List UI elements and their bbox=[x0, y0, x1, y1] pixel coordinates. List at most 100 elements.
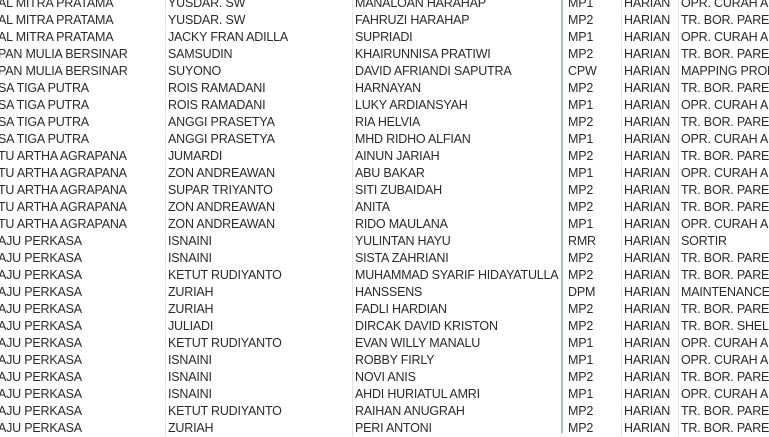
supervisor-cell[interactable]: ZURIAH bbox=[166, 420, 353, 436]
code-cell[interactable]: MP2 bbox=[564, 199, 622, 215]
supervisor-cell[interactable]: ROIS RAMADANI bbox=[166, 97, 353, 113]
position-cell[interactable]: OPR. CURAH AI bbox=[681, 217, 769, 231]
employee-name-cell[interactable]: MHD RIDHO ALFIAN bbox=[353, 131, 562, 147]
company-cell[interactable]: SA TIGA PUTRA bbox=[0, 80, 166, 96]
type-cell[interactable]: HARIAN bbox=[622, 267, 679, 283]
supervisor-cell[interactable]: ZON ANDREAWAN bbox=[166, 216, 353, 232]
company-cell[interactable]: AJU PERKASA bbox=[0, 420, 166, 436]
frozen-column-divider[interactable] bbox=[561, 0, 563, 433]
employee-name-cell[interactable]: HANSSENS bbox=[353, 284, 562, 300]
type-cell[interactable]: HARIAN bbox=[622, 420, 679, 436]
company-cell[interactable]: AJU PERKASA bbox=[0, 352, 166, 368]
company-cell[interactable]: AL MITRA PRATAMA bbox=[0, 0, 166, 11]
employee-name-cell[interactable]: NOVI ANIS bbox=[353, 369, 562, 385]
supervisor-cell[interactable]: SAMSUDIN bbox=[166, 46, 353, 62]
type-cell[interactable]: HARIAN bbox=[622, 301, 679, 317]
company-cell[interactable]: AJU PERKASA bbox=[0, 267, 166, 283]
position-cell[interactable]: TR. BOR. PAREF bbox=[681, 13, 769, 27]
type-cell[interactable]: HARIAN bbox=[622, 182, 679, 198]
supervisor-cell[interactable]: SUYONO bbox=[166, 63, 353, 79]
employee-name-cell[interactable]: RAIHAN ANUGRAH bbox=[353, 403, 562, 419]
position-cell[interactable]: OPR. CURAH AI bbox=[681, 166, 769, 180]
type-cell[interactable]: HARIAN bbox=[622, 114, 679, 130]
code-cell[interactable]: MP1 bbox=[564, 0, 622, 11]
supervisor-cell[interactable]: ZURIAH bbox=[166, 284, 353, 300]
code-cell[interactable]: DPM bbox=[564, 284, 622, 300]
code-cell[interactable]: MP1 bbox=[564, 352, 622, 368]
supervisor-cell[interactable]: ISNAINI bbox=[166, 233, 353, 249]
company-cell[interactable]: AJU PERKASA bbox=[0, 284, 166, 300]
company-cell[interactable]: SA TIGA PUTRA bbox=[0, 114, 166, 130]
supervisor-cell[interactable]: SUPAR TRIYANTO bbox=[166, 182, 353, 198]
position-cell[interactable]: OPR. CURAH AI bbox=[681, 353, 769, 367]
employee-name-cell[interactable]: DIRCAK DAVID KRISTON bbox=[353, 318, 562, 334]
company-cell[interactable]: PAN MULIA BERSINAR bbox=[0, 46, 166, 62]
company-cell[interactable]: TU ARTHA AGRAPANA bbox=[0, 148, 166, 164]
code-cell[interactable]: MP2 bbox=[564, 403, 622, 419]
company-cell[interactable]: AJU PERKASA bbox=[0, 318, 166, 334]
employee-name-cell[interactable]: AHDI HURIATUL AMRI bbox=[353, 386, 562, 402]
employee-name-cell[interactable]: SUPRIADI bbox=[353, 29, 562, 45]
company-cell[interactable]: TU ARTHA AGRAPANA bbox=[0, 182, 166, 198]
company-cell[interactable]: TU ARTHA AGRAPANA bbox=[0, 199, 166, 215]
position-cell[interactable]: OPR. CURAH AI bbox=[681, 30, 769, 44]
code-cell[interactable]: MP1 bbox=[564, 97, 622, 113]
type-cell[interactable]: HARIAN bbox=[622, 403, 679, 419]
employee-name-cell[interactable]: RIA HELVIA bbox=[353, 114, 562, 130]
employee-name-cell[interactable]: ANITA bbox=[353, 199, 562, 215]
supervisor-cell[interactable]: KETUT RUDIYANTO bbox=[166, 335, 353, 351]
supervisor-cell[interactable]: JUMARDI bbox=[166, 148, 353, 164]
supervisor-cell[interactable]: ROIS RAMADANI bbox=[166, 80, 353, 96]
type-cell[interactable]: HARIAN bbox=[622, 352, 679, 368]
company-cell[interactable]: AL MITRA PRATAMA bbox=[0, 12, 166, 28]
position-cell[interactable]: MAINTENANCE bbox=[681, 285, 769, 299]
position-cell[interactable]: TR. BOR. SHELL bbox=[681, 319, 769, 333]
supervisor-cell[interactable]: ISNAINI bbox=[166, 352, 353, 368]
code-cell[interactable]: MP1 bbox=[564, 29, 622, 45]
employee-name-cell[interactable]: ABU BAKAR bbox=[353, 165, 562, 181]
code-cell[interactable]: RMR bbox=[564, 233, 622, 249]
employee-name-cell[interactable]: SISTA ZAHRIANI bbox=[353, 250, 562, 266]
type-cell[interactable]: HARIAN bbox=[622, 148, 679, 164]
employee-name-cell[interactable]: LUKY ARDIANSYAH bbox=[353, 97, 562, 113]
code-cell[interactable]: MP1 bbox=[564, 335, 622, 351]
position-cell[interactable]: TR. BOR. PAREF bbox=[681, 302, 769, 316]
type-cell[interactable]: HARIAN bbox=[622, 250, 679, 266]
supervisor-cell[interactable]: ANGGI PRASETYA bbox=[166, 114, 353, 130]
position-cell[interactable]: OPR. CURAH AI bbox=[681, 336, 769, 350]
type-cell[interactable]: HARIAN bbox=[622, 63, 679, 79]
type-cell[interactable]: HARIAN bbox=[622, 216, 679, 232]
supervisor-cell[interactable]: YUSDAR. SW bbox=[166, 0, 353, 11]
type-cell[interactable]: HARIAN bbox=[622, 284, 679, 300]
code-cell[interactable]: MP1 bbox=[564, 386, 622, 402]
code-cell[interactable]: MP2 bbox=[564, 267, 622, 283]
company-cell[interactable]: TU ARTHA AGRAPANA bbox=[0, 216, 166, 232]
code-cell[interactable]: MP2 bbox=[564, 12, 622, 28]
company-cell[interactable]: AJU PERKASA bbox=[0, 369, 166, 385]
position-cell[interactable]: OPR. CURAH AI bbox=[681, 387, 769, 401]
employee-name-cell[interactable]: MUHAMMAD SYARIF HIDAYATULLA bbox=[353, 267, 562, 283]
type-cell[interactable]: HARIAN bbox=[622, 318, 679, 334]
type-cell[interactable]: HARIAN bbox=[622, 29, 679, 45]
company-cell[interactable]: PAN MULIA BERSINAR bbox=[0, 63, 166, 79]
code-cell[interactable]: CPW bbox=[564, 63, 622, 79]
company-cell[interactable]: AL MITRA PRATAMA bbox=[0, 29, 166, 45]
employee-name-cell[interactable]: SITI ZUBAIDAH bbox=[353, 182, 562, 198]
code-cell[interactable]: MP2 bbox=[564, 114, 622, 130]
type-cell[interactable]: HARIAN bbox=[622, 233, 679, 249]
type-cell[interactable]: HARIAN bbox=[622, 386, 679, 402]
supervisor-cell[interactable]: JACKY FRAN ADILLA bbox=[166, 29, 353, 45]
type-cell[interactable]: HARIAN bbox=[622, 12, 679, 28]
supervisor-cell[interactable]: ISNAINI bbox=[166, 250, 353, 266]
type-cell[interactable]: HARIAN bbox=[622, 335, 679, 351]
code-cell[interactable]: MP1 bbox=[564, 216, 622, 232]
position-cell[interactable]: OPR. CURAH AI bbox=[681, 0, 769, 10]
position-cell[interactable]: OPR. CURAH AI bbox=[681, 98, 769, 112]
type-cell[interactable]: HARIAN bbox=[622, 131, 679, 147]
position-cell[interactable]: TR. BOR. PAREF bbox=[681, 115, 769, 129]
supervisor-cell[interactable]: ISNAINI bbox=[166, 369, 353, 385]
supervisor-cell[interactable]: JULIADI bbox=[166, 318, 353, 334]
employee-name-cell[interactable]: PERI ANTONI bbox=[353, 420, 562, 436]
employee-name-cell[interactable]: KHAIRUNNISA PRATIWI bbox=[353, 46, 562, 62]
employee-name-cell[interactable]: FADLI HARDIAN bbox=[353, 301, 562, 317]
